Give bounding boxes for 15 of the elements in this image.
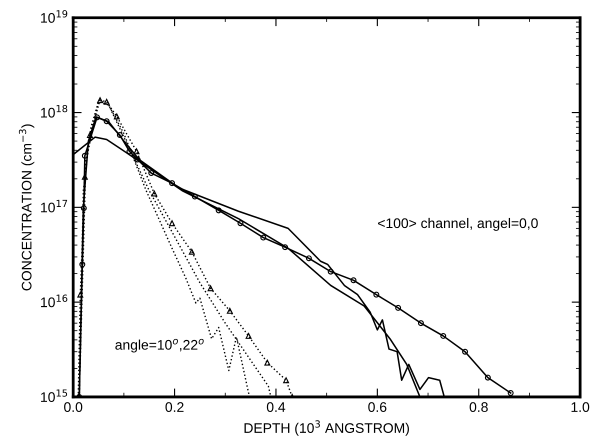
y-tick-label: 10$^{19}$ [41,10,68,23]
y-tick-label: 10$^{15}$ [41,389,68,402]
y-axis-title: CONCENTRATION (cm$^{−3}$) [18,124,34,290]
x-tick-label: 0.0 [64,402,82,412]
x-tick-label: 0.2 [165,402,184,412]
x-tick-label: 0.6 [368,402,386,412]
annotation: angle=10$^{o}$,22$^{o}$ [115,338,204,353]
x-axis-title: DEPTH (10$^{3}$ ANGSTROM) [244,420,409,436]
y-tick-label: 10$^{18}$ [41,104,68,118]
x-tick-label: 1.0 [572,402,590,412]
annotation: <100> channel, angel=0,0 [378,218,538,231]
x-tick-label: 0.8 [470,402,488,412]
y-tick-label: 10$^{17}$ [41,200,68,212]
x-tick-label: 0.4 [266,402,286,412]
y-tick-label: 10$^{16}$ [41,294,68,308]
